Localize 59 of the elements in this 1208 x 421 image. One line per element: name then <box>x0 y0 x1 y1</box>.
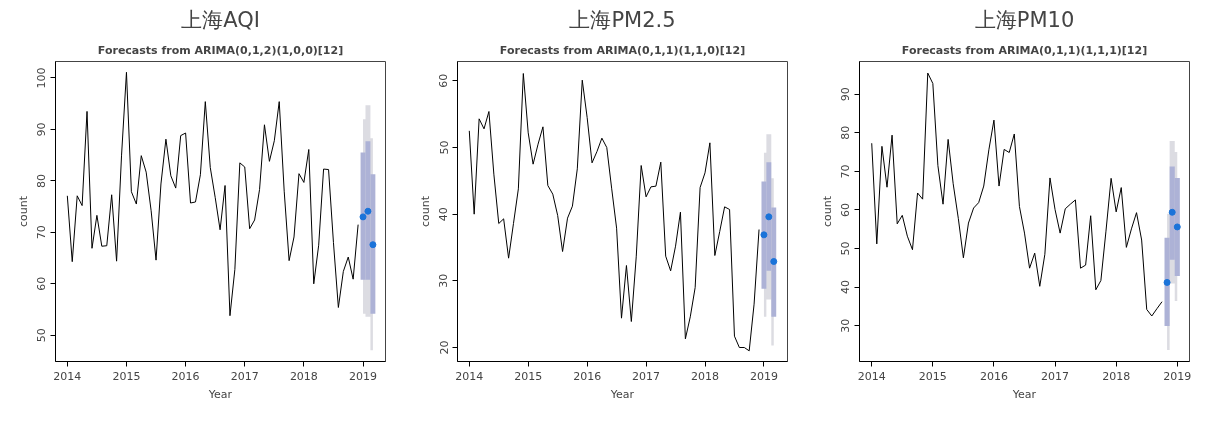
x-tick-label: 2016 <box>573 369 602 383</box>
chart-title: 上海PM10 <box>974 7 1075 32</box>
point <box>760 231 768 239</box>
y-axis-title: count <box>418 195 432 228</box>
y-tick-label: 40 <box>839 280 853 295</box>
y-tick-label: 80 <box>35 173 49 188</box>
y-tick-label: 30 <box>839 318 853 333</box>
chart-title: 上海PM2.5 <box>569 7 676 32</box>
chart-subtitle: Forecasts from ARIMA(0,1,2)(1,0,0)[12] <box>97 43 344 57</box>
y-tick-label: 60 <box>839 202 853 217</box>
x-tick-label: 2017 <box>632 369 661 383</box>
x-tick-label: 2014 <box>455 369 484 383</box>
y-tick-label: 70 <box>839 164 853 179</box>
y-tick-label: 100 <box>35 67 49 89</box>
x-tick-label: 2015 <box>918 369 947 383</box>
x-tick-label: 2019 <box>749 369 778 383</box>
point <box>770 258 778 265</box>
x-tick-label: 2016 <box>979 369 1008 383</box>
point <box>369 241 377 249</box>
x-tick-label: 2019 <box>1163 369 1192 383</box>
x-axis-title: Year <box>207 387 233 401</box>
y-tick-label: 60 <box>35 276 49 291</box>
x-tick-label: 2014 <box>53 369 82 383</box>
line-series <box>871 72 1163 317</box>
x-axis-title: Year <box>1011 387 1037 401</box>
point <box>1168 208 1176 216</box>
y-tick-label: 80 <box>839 125 853 140</box>
x-axis-title: Year <box>609 387 635 401</box>
y-tick-label: 20 <box>437 340 451 355</box>
chart-subtitle: Forecasts from ARIMA(0,1,1)(1,1,0)[12] <box>499 43 746 57</box>
y-tick-label: 90 <box>839 87 853 102</box>
point <box>1163 278 1171 286</box>
x-tick-label: 2014 <box>857 369 886 383</box>
y-tick-label: 30 <box>437 273 451 288</box>
x-tick-label: 2019 <box>349 369 378 383</box>
point <box>364 207 372 215</box>
x-tick-label: 2015 <box>514 369 543 383</box>
x-tick-label: 2018 <box>691 369 719 383</box>
point <box>359 213 367 221</box>
y-tick-label: 40 <box>437 207 451 222</box>
y-tick-label: 50 <box>839 241 853 256</box>
x-tick-label: 2018 <box>1102 369 1131 383</box>
y-tick-label: 90 <box>35 122 49 137</box>
line-series <box>66 71 359 317</box>
x-tick-label: 2018 <box>289 369 318 383</box>
x-tick-label: 2017 <box>230 369 259 383</box>
point <box>1173 223 1181 231</box>
x-tick-label: 2016 <box>171 369 200 383</box>
y-tick-label: 70 <box>35 225 49 240</box>
point <box>765 213 773 221</box>
chart-subtitle: Forecasts from ARIMA(0,1,1)(1,1,1)[12] <box>901 43 1148 57</box>
y-tick-label: 50 <box>35 328 49 343</box>
x-tick-label: 2015 <box>112 369 141 383</box>
y-tick-label: 60 <box>437 73 451 88</box>
y-axis-title: count <box>820 195 834 228</box>
x-tick-label: 2017 <box>1041 369 1070 383</box>
chart-title: 上海AQI <box>181 7 260 32</box>
y-axis-title: count <box>16 195 30 228</box>
y-tick-label: 50 <box>437 140 451 155</box>
